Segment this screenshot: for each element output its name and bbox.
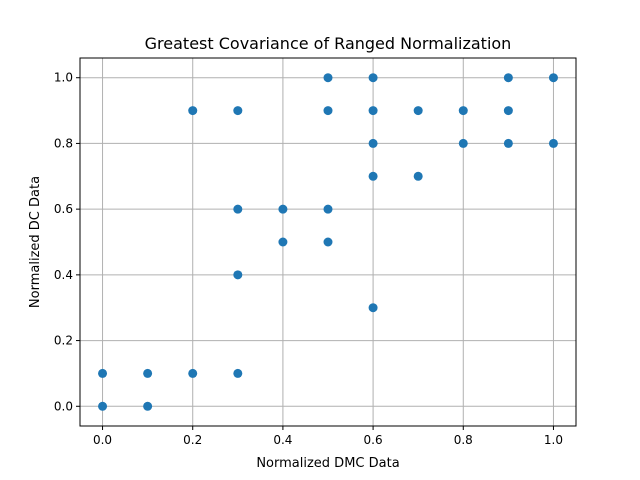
data-point [278,237,288,247]
data-point [278,204,288,214]
data-point [323,204,333,214]
data-point [503,73,513,83]
data-point [368,138,378,148]
data-point [503,106,513,116]
scatter-points [98,73,558,411]
data-point [188,368,198,378]
x-tick-label: 1.0 [544,433,563,447]
x-tick-label: 0.6 [364,433,383,447]
y-tick-label: 0.0 [54,399,73,413]
data-point [323,237,333,247]
y-tick-label: 0.2 [54,334,73,348]
data-point [368,106,378,116]
data-point [413,171,423,181]
data-point [368,171,378,181]
data-point [233,368,243,378]
data-point [368,303,378,313]
y-axis-ticks: 0.0 0.2 0.4 0.6 0.8 1.0 [54,71,80,413]
data-point [188,106,198,116]
data-point [98,368,108,378]
data-point [233,204,243,214]
y-tick-label: 0.4 [54,268,73,282]
chart-title: Greatest Covariance of Ranged Normalizat… [145,34,512,53]
x-tick-label: 0.4 [273,433,292,447]
data-point [548,73,558,83]
data-point [323,73,333,83]
x-axis-label: Normalized DMC Data [256,456,399,471]
x-tick-label: 0.0 [93,433,112,447]
data-point [458,106,468,116]
data-point [548,138,558,148]
data-point [233,106,243,116]
y-tick-label: 0.6 [54,202,73,216]
data-point [98,401,108,411]
data-point [458,138,468,148]
data-point [413,106,423,116]
data-point [503,138,513,148]
y-axis-label: Normalized DC Data [28,176,43,308]
x-tick-label: 0.8 [454,433,473,447]
data-point [233,270,243,280]
data-point [143,401,153,411]
x-axis-ticks: 0.0 0.2 0.4 0.6 0.8 1.0 [93,426,563,447]
y-tick-label: 0.8 [54,136,73,150]
x-tick-label: 0.2 [183,433,202,447]
data-point [323,106,333,116]
plot-frame [79,57,577,427]
data-point [143,368,153,378]
y-tick-label: 1.0 [54,71,73,85]
data-point [368,73,378,83]
